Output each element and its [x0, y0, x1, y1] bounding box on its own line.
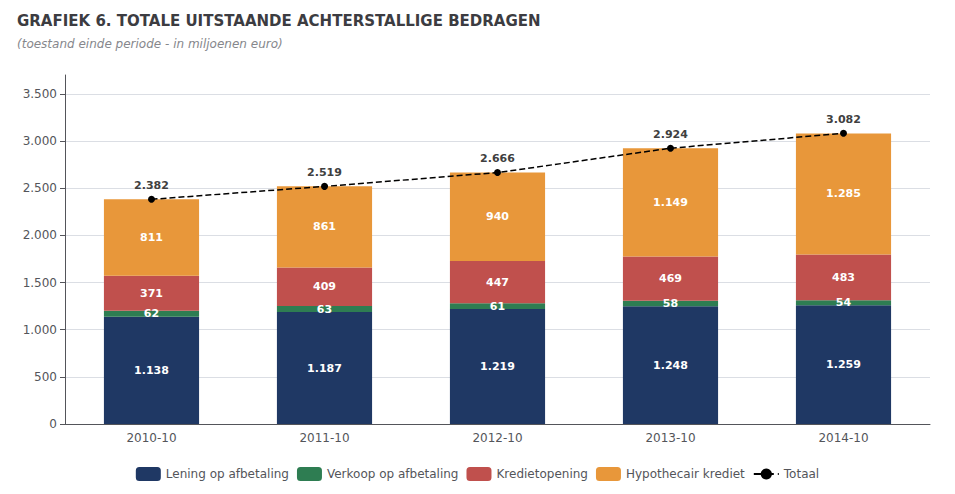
svg-text:2.500: 2.500 [23, 181, 57, 195]
svg-text:54: 54 [836, 296, 852, 309]
svg-text:GRAFIEK 6. TOTALE UITSTAANDE A: GRAFIEK 6. TOTALE UITSTAANDE ACHTERSTALL… [17, 12, 541, 30]
svg-text:447: 447 [486, 276, 509, 289]
svg-text:811: 811 [140, 231, 163, 244]
svg-text:2.000: 2.000 [23, 228, 57, 242]
svg-text:3.082: 3.082 [826, 113, 861, 126]
svg-text:940: 940 [486, 210, 509, 223]
svg-text:3.500: 3.500 [23, 87, 57, 101]
svg-text:Totaal: Totaal [783, 467, 819, 481]
svg-text:Hypothecair krediet: Hypothecair krediet [626, 467, 745, 481]
svg-text:1.138: 1.138 [134, 364, 169, 377]
svg-text:1.149: 1.149 [653, 196, 688, 209]
svg-text:0: 0 [49, 417, 57, 431]
svg-text:409: 409 [313, 280, 336, 293]
svg-text:483: 483 [832, 271, 855, 284]
svg-text:1.259: 1.259 [826, 358, 861, 371]
svg-text:2012-10: 2012-10 [472, 431, 522, 445]
svg-text:1.248: 1.248 [653, 359, 688, 372]
svg-text:Lening op afbetaling: Lening op afbetaling [166, 467, 289, 481]
svg-text:2011-10: 2011-10 [299, 431, 349, 445]
svg-text:2.382: 2.382 [134, 179, 169, 192]
svg-text:63: 63 [317, 303, 332, 316]
svg-text:1.219: 1.219 [480, 360, 515, 373]
svg-text:469: 469 [659, 272, 682, 285]
svg-text:2.666: 2.666 [480, 152, 515, 165]
svg-text:2.519: 2.519 [307, 166, 342, 179]
svg-text:2014-10: 2014-10 [818, 431, 868, 445]
svg-text:371: 371 [140, 287, 163, 300]
svg-text:62: 62 [144, 307, 159, 320]
svg-text:3.000: 3.000 [23, 134, 57, 148]
svg-text:500: 500 [34, 370, 57, 384]
svg-text:2.924: 2.924 [653, 128, 688, 141]
svg-text:1.285: 1.285 [826, 187, 861, 200]
svg-text:58: 58 [663, 297, 678, 310]
svg-text:61: 61 [490, 300, 505, 313]
svg-text:Kredietopening: Kredietopening [496, 467, 587, 481]
svg-text:2013-10: 2013-10 [645, 431, 695, 445]
svg-text:1.187: 1.187 [307, 362, 342, 375]
svg-text:Verkoop op afbetaling: Verkoop op afbetaling [327, 467, 459, 481]
svg-text:1.500: 1.500 [23, 276, 57, 290]
svg-text:(toestand einde periode - in m: (toestand einde periode - in miljoenen e… [17, 37, 283, 51]
svg-text:861: 861 [313, 220, 336, 233]
svg-text:1.000: 1.000 [23, 323, 57, 337]
svg-text:2010-10: 2010-10 [126, 431, 176, 445]
